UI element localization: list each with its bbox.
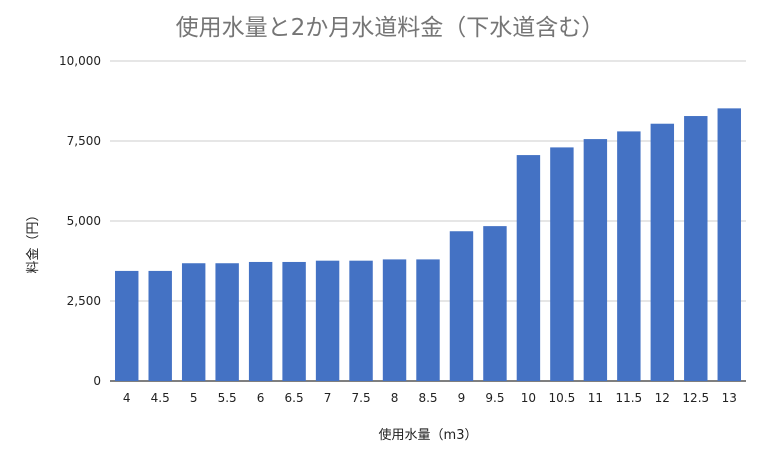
bar: [449, 231, 474, 381]
bar: [315, 260, 340, 381]
bar: [483, 226, 507, 381]
x-tick-label: 11.5: [615, 391, 642, 405]
y-tick-label: 2,500: [67, 294, 101, 308]
x-tick-label: 4.5: [151, 391, 170, 405]
bar: [148, 270, 172, 381]
bar: [248, 261, 273, 381]
x-tick-label: 5: [190, 391, 198, 405]
x-tick-label: 8: [391, 391, 399, 405]
bar: [583, 139, 608, 381]
x-tick-label: 6: [257, 391, 265, 405]
x-tick-label: 10: [521, 391, 536, 405]
chart-title: 使用水量と2か月水道料金（下水道含む）: [175, 15, 605, 41]
y-tick-labels: 0 2,500 5,000 7,500 10,000: [59, 54, 101, 388]
x-tick-label: 4: [123, 391, 131, 405]
bar: [650, 123, 675, 381]
x-axis-label: 使用水量（m3）: [379, 427, 478, 443]
bar: [115, 270, 139, 381]
bars: [115, 108, 741, 382]
x-tick-label: 9: [458, 391, 466, 405]
y-tick-label: 5,000: [67, 214, 101, 228]
y-axis-label: 料金（円）: [25, 208, 41, 273]
x-tick-label: 8.5: [418, 391, 437, 405]
bar: [550, 147, 574, 381]
bar: [416, 259, 440, 381]
x-tick-label: 10.5: [549, 391, 576, 405]
y-tick-label: 10,000: [59, 54, 101, 68]
x-tick-label: 6.5: [285, 391, 304, 405]
x-tick-label: 12.5: [682, 391, 709, 405]
bar: [617, 131, 641, 381]
bar: [282, 261, 306, 381]
y-tick-label: 7,500: [67, 134, 101, 148]
bar: [349, 260, 373, 381]
bar: [181, 263, 206, 381]
y-tick-label: 0: [93, 374, 101, 388]
bar: [215, 263, 239, 381]
x-tick-labels: 4 4.5 5 5.5 6 6.5 7 7.5 8 8.5 9 9.5 10 10.5 11 11.5 12 12…: [123, 391, 737, 405]
x-tick-label: 5.5: [218, 391, 237, 405]
x-tick-label: 12: [655, 391, 670, 405]
x-tick-label: 13: [722, 391, 737, 405]
bar: [382, 259, 407, 381]
x-tick-label: 9.5: [485, 391, 504, 405]
bar: [717, 108, 741, 382]
bar: [684, 116, 708, 381]
x-tick-label: 7: [324, 391, 332, 405]
x-tick-label: 11: [588, 391, 603, 405]
x-tick-label: 7.5: [352, 391, 371, 405]
bar: [516, 155, 541, 381]
